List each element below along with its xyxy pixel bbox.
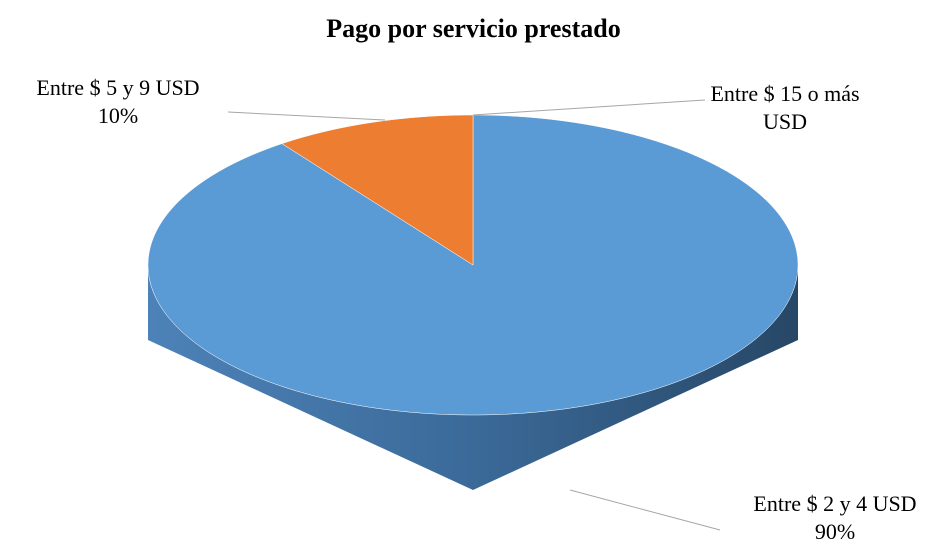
data-label-value: 10% xyxy=(97,103,139,128)
data-label-category: Entre $ 5 y 9 USD xyxy=(36,75,200,100)
leader-line xyxy=(227,111,386,121)
leader-line xyxy=(472,99,706,116)
pie-slice xyxy=(281,114,474,266)
chart-title: Pago por servicio prestado xyxy=(326,14,621,43)
leader-line xyxy=(569,489,721,531)
pie-side xyxy=(148,265,798,490)
data-label: Entre $ 2 y 4 USD 90% xyxy=(700,490,947,546)
data-label-value: 90% xyxy=(814,519,856,544)
data-label-category: Entre $ 2 y 4 USD xyxy=(753,491,917,516)
data-label: Entre $ 5 y 9 USD 10% xyxy=(0,74,236,130)
data-label: Entre $ 15 o más USD xyxy=(710,81,860,134)
